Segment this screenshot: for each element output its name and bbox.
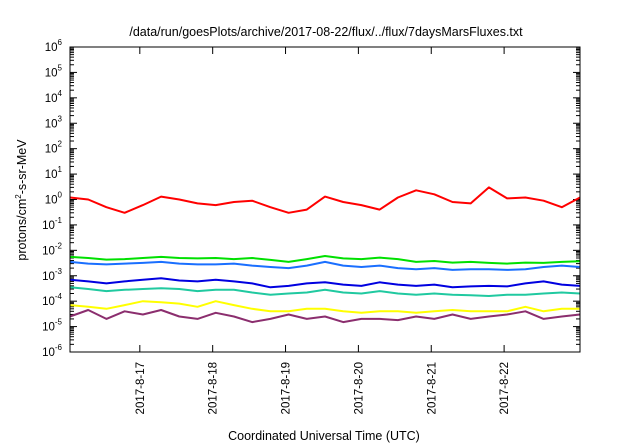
x-tick-label: 2017-8-18 [208, 362, 220, 414]
y-axis-label: protons/cm2-s-sr-MeV [14, 139, 29, 261]
series-line-4 [69, 277, 581, 289]
series-line-2 [69, 255, 581, 265]
x-tick-label: 2017-8-17 [135, 362, 147, 414]
series-line-6 [69, 300, 580, 314]
x-axis-label: Coordinated Universal Time (UTC) [228, 429, 420, 443]
series-line-1 [69, 186, 581, 214]
series-line-7 [69, 309, 581, 324]
x-tick-label: 2017-8-21 [426, 362, 438, 414]
y-tick-label: 102 [45, 140, 63, 156]
y-tick-label: 106 [45, 38, 63, 54]
y-tick-label: 100 [45, 191, 63, 207]
y-tick-label: 104 [45, 89, 63, 105]
y-tick-label: 10-5 [42, 318, 62, 334]
y-tick-label: 10-2 [42, 241, 62, 257]
series-line-3 [69, 260, 581, 271]
y-tick-label: 10-3 [42, 267, 62, 283]
x-tick-label: 2017-8-20 [353, 362, 365, 414]
y-tick-label: 103 [45, 114, 63, 130]
series-group [69, 186, 581, 324]
x-tick-label: 2017-8-19 [281, 362, 293, 414]
y-tick-label: 105 [45, 63, 63, 79]
y-axis-label-part1: protons/cm [15, 199, 29, 261]
y-axis: 10-6 10-5 10-4 10-3 10-2 10-1 100 101 102 103 104 1… [42, 38, 580, 359]
y-axis-label-part2: -s-sr-MeV [15, 139, 29, 195]
y-tick-label: 10-4 [42, 292, 62, 308]
y-tick-label: 101 [45, 165, 63, 181]
chart-title: /data/run/goesPlots/archive/2017-08-22/f… [129, 25, 523, 39]
plot-frame [69, 46, 581, 353]
series-line-5 [69, 286, 581, 297]
svg-text:protons/cm2-s-sr-MeV: protons/cm2-s-sr-MeV [14, 139, 29, 261]
x-tick-label: 2017-8-22 [499, 362, 511, 414]
y-tick-label: 10-6 [42, 343, 62, 359]
y-tick-label: 10-1 [42, 216, 62, 232]
y-axis-label-exponent: 2 [14, 194, 23, 199]
x-axis: 2017-8-17 2017-8-18 2017-8-19 2017-8-20 2017… [135, 47, 511, 414]
